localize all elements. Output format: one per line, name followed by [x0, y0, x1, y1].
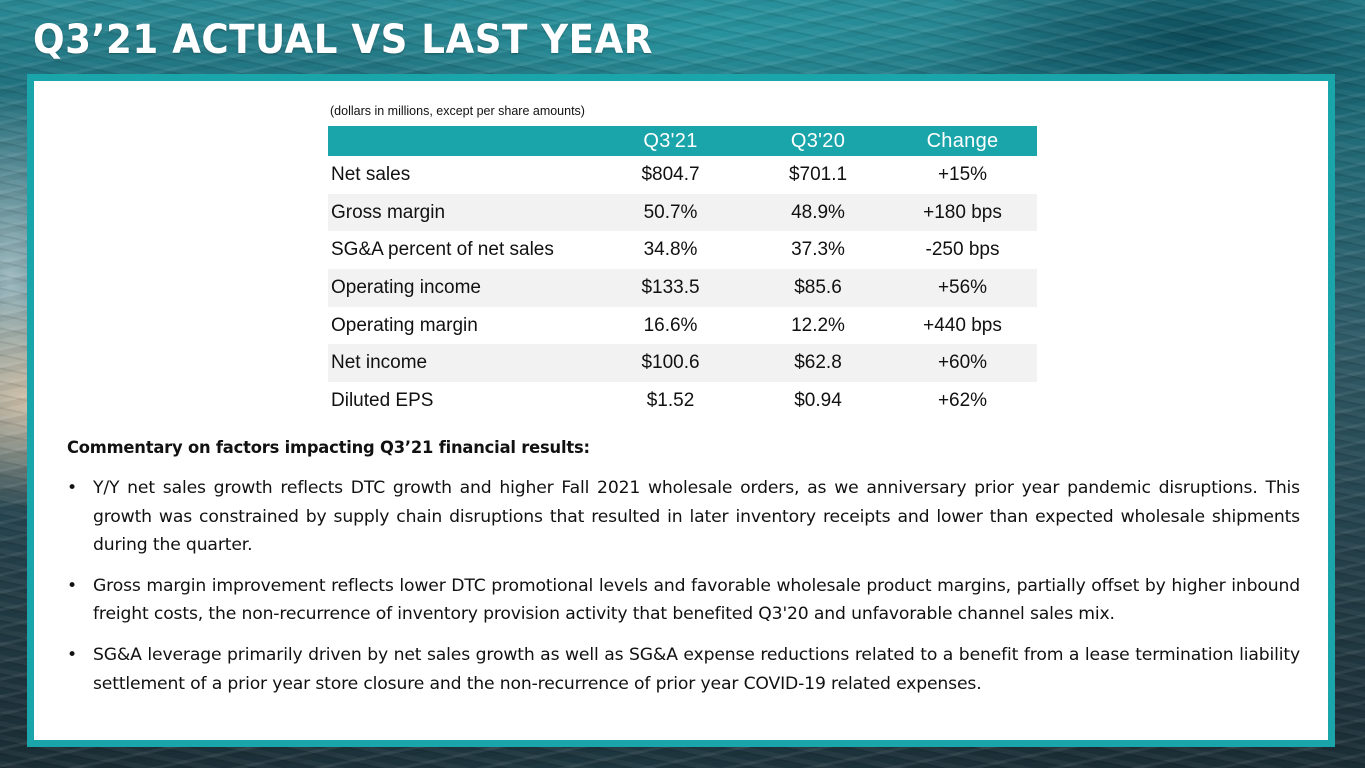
page-title: Q3’21 ACTUAL VS LAST YEAR: [33, 17, 653, 63]
row-label: Gross margin: [328, 193, 593, 232]
value-change: +180 bps: [888, 193, 1037, 232]
bullet-text: SG&A leverage primarily driven by net sa…: [93, 644, 1300, 694]
table-row-net-income: Net income $100.6 $62.8 +60%: [328, 344, 1037, 383]
header-label: [328, 126, 593, 156]
value-change: +15%: [937, 163, 988, 185]
header-q3-20: Q3'20: [748, 126, 888, 156]
value-q3-21: 50.7%: [593, 193, 748, 232]
value-q3-21: 16.6%: [643, 314, 698, 336]
value-q3-21: $1.52: [646, 389, 695, 411]
table-row-operating-income: Operating income $133.5 $85.6 +56%: [328, 269, 1037, 307]
value-q3-21: 34.8%: [643, 239, 698, 261]
units-note: (dollars in millions, except per share a…: [330, 104, 585, 118]
table-row-net-sales: Net sales $804.7 $701.1 +15%: [328, 156, 1037, 194]
value-q3-20: 48.9%: [748, 193, 888, 232]
value-q3-20: $85.6: [748, 269, 888, 307]
table-row-sga-percent: SG&A percent of net sales 34.8% 37.3% -2…: [328, 231, 1037, 269]
bullet-text: Y/Y net sales growth reflects DTC growth…: [93, 478, 1300, 556]
row-label: Operating margin: [331, 314, 478, 336]
value-q3-20: $0.94: [794, 389, 842, 411]
table-row-gross-margin: Gross margin 50.7% 48.9% +180 bps: [328, 193, 1037, 232]
value-q3-20: 12.2%: [791, 314, 845, 336]
row-label: Net sales: [331, 163, 411, 185]
row-label: SG&A percent of net sales: [331, 239, 554, 261]
row-label: Diluted EPS: [331, 389, 434, 411]
value-q3-21: $100.6: [593, 344, 748, 383]
content-panel: (dollars in millions, except per share a…: [27, 74, 1335, 747]
bullet-text: Gross margin improvement reflects lower …: [93, 575, 1300, 625]
table-row-diluted-eps: Diluted EPS $1.52 $0.94 +62%: [328, 382, 1037, 420]
value-change: +56%: [888, 269, 1037, 307]
header-q3-21: Q3'21: [593, 126, 748, 156]
table-header-row: Q3'21 Q3'20 Change: [328, 126, 1037, 156]
value-q3-20: $701.1: [788, 163, 848, 185]
value-q3-21: $133.5: [593, 269, 748, 307]
list-item: • Gross margin improvement reflects lowe…: [67, 572, 1300, 629]
value-change: +60%: [888, 344, 1037, 383]
value-q3-21: $804.7: [641, 163, 700, 185]
commentary-heading: Commentary on factors impacting Q3’21 fi…: [67, 438, 590, 458]
commentary-list: • Y/Y net sales growth reflects DTC grow…: [67, 474, 1300, 698]
list-item: • SG&A leverage primarily driven by net …: [67, 641, 1300, 698]
commentary-section: Commentary on factors impacting Q3’21 fi…: [67, 438, 1300, 710]
value-q3-20: $62.8: [748, 344, 888, 383]
table-row-operating-margin: Operating margin 16.6% 12.2% +440 bps: [328, 307, 1037, 345]
value-change: +440 bps: [923, 314, 1002, 336]
bullet-icon: •: [67, 575, 77, 596]
value-q3-20: 37.3%: [791, 239, 845, 261]
financial-summary-table: Q3'21 Q3'20 Change Net sales $804.7 $701…: [328, 126, 1037, 420]
bullet-icon: •: [67, 644, 77, 665]
value-change: -250 bps: [925, 239, 1000, 261]
bullet-icon: •: [67, 478, 77, 498]
value-change: +62%: [937, 389, 988, 411]
row-label: Net income: [328, 344, 593, 383]
header-change: Change: [888, 126, 1037, 156]
list-item: • Y/Y net sales growth reflects DTC grow…: [67, 474, 1300, 560]
row-label: Operating income: [328, 269, 593, 307]
